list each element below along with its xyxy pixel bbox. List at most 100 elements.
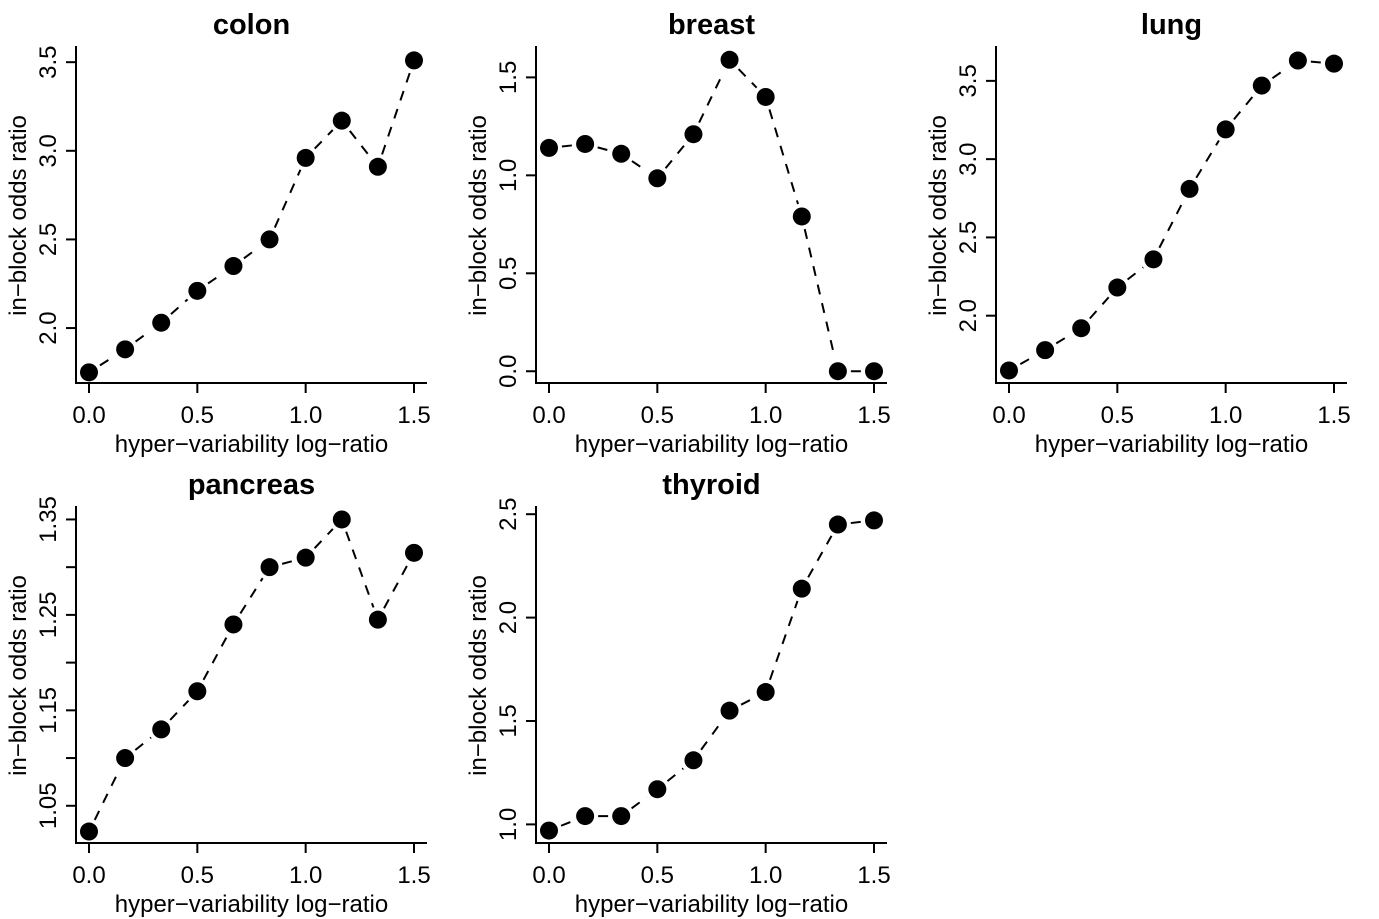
series-segment: [737, 68, 758, 89]
series-segment: [698, 71, 725, 123]
data-point: [540, 138, 558, 157]
series-segment: [664, 143, 686, 169]
data-point: [828, 362, 847, 381]
series-segment: [803, 228, 836, 359]
series-segment: [1271, 67, 1288, 79]
series-segment: [239, 577, 264, 614]
y-tick-label: 3.0: [35, 134, 62, 167]
x-axis-label: hyper−variability log−ratio: [575, 431, 848, 458]
y-axis-label: in−block odds ratio: [465, 115, 492, 316]
data-point: [1000, 361, 1018, 380]
data-point: [80, 363, 98, 382]
series-segment: [169, 700, 190, 721]
x-tick-label: 0.5: [641, 862, 674, 889]
data-point: [224, 257, 243, 276]
y-tick-label: 3.5: [35, 45, 62, 78]
x-tick-label: 0.0: [992, 402, 1025, 429]
y-tick-label: 3.0: [955, 142, 982, 175]
y-tick-label: 0.0: [495, 355, 522, 388]
series-segment: [807, 535, 833, 578]
y-tick-label: 1.0: [495, 159, 522, 192]
x-axis-label: hyper−variability log−ratio: [115, 891, 388, 918]
series-segment: [281, 559, 294, 565]
series-segment: [273, 169, 302, 228]
y-axis-label: in−block odds ratio: [925, 115, 952, 316]
data-point: [152, 720, 171, 739]
y-tick-label: 0.5: [495, 257, 522, 290]
series-segment: [313, 528, 334, 549]
y-axis-label: in−block odds ratio: [465, 575, 492, 776]
data-point: [1252, 76, 1271, 95]
x-tick-label: 0.5: [1101, 402, 1134, 429]
y-tick-label: 1.25: [35, 592, 62, 639]
y-tick-label: 1.05: [35, 782, 62, 829]
series-segment: [207, 272, 224, 285]
panel-colon: colon 2.0 2.5 3.0 3.5 0.0 0.5 1.0 1.5 hyper−varia…: [5, 9, 431, 458]
data-point: [1325, 54, 1343, 73]
series-segment: [850, 520, 862, 525]
x-tick-label: 1.0: [289, 402, 322, 429]
x-tick-label: 1.0: [1209, 402, 1242, 429]
series-segment: [700, 720, 723, 751]
series-segment: [383, 563, 409, 609]
series-segment: [1233, 94, 1255, 121]
series-segment: [666, 767, 684, 782]
data-point: [684, 125, 703, 144]
data-point: [792, 579, 811, 598]
series-segment: [597, 146, 609, 152]
series-segment: [314, 129, 334, 150]
data-point: [1180, 179, 1199, 198]
x-tick-label: 0.5: [641, 402, 674, 429]
x-tick-label: 1.0: [749, 402, 782, 429]
y-tick-label: 1.5: [495, 61, 522, 94]
series-segment: [768, 109, 799, 205]
x-axis-label: hyper−variability log−ratio: [115, 431, 388, 458]
data-point: [756, 683, 775, 702]
data-point: [405, 51, 423, 70]
x-tick-label: 1.5: [397, 862, 430, 889]
series-segment: [170, 298, 189, 315]
x-tick-label: 0.5: [181, 402, 214, 429]
series-segment: [345, 531, 375, 608]
series-segment: [1195, 139, 1220, 179]
data-point: [865, 362, 883, 381]
data-point: [296, 548, 315, 567]
data-point: [1072, 319, 1091, 338]
data-point: [828, 515, 847, 534]
x-tick-label: 0.5: [181, 862, 214, 889]
data-point: [260, 558, 279, 577]
x-tick-label: 0.0: [532, 402, 565, 429]
y-tick-label: 1.5: [495, 704, 522, 737]
y-tick-label: 3.5: [955, 64, 982, 97]
series-segment: [134, 736, 152, 751]
series-segment: [740, 697, 755, 706]
data-point: [405, 543, 423, 562]
y-tick-label: 2.5: [35, 223, 62, 256]
data-point: [224, 615, 243, 634]
data-point: [260, 230, 279, 249]
data-point: [1144, 250, 1163, 269]
series-segment: [1055, 334, 1071, 345]
x-tick-label: 1.5: [397, 402, 430, 429]
x-tick-label: 1.5: [1317, 402, 1350, 429]
series-segment: [1310, 60, 1322, 64]
x-tick-label: 1.5: [857, 862, 890, 889]
data-point: [648, 169, 667, 188]
series-segment: [99, 355, 115, 367]
data-point: [152, 313, 171, 332]
data-point: [1036, 341, 1055, 360]
x-tick-label: 1.0: [749, 862, 782, 889]
data-point: [116, 749, 135, 768]
data-point: [1216, 120, 1235, 139]
chart-title: lung: [1141, 9, 1202, 41]
data-point: [720, 50, 739, 69]
chart-title: thyroid: [662, 469, 760, 501]
x-axis-label: hyper−variability log−ratio: [1035, 431, 1308, 458]
data-point: [576, 807, 595, 826]
data-point: [368, 157, 387, 176]
x-tick-label: 0.0: [72, 862, 105, 889]
series-segment: [769, 600, 799, 681]
x-tick-label: 1.0: [289, 862, 322, 889]
data-point: [648, 780, 667, 799]
